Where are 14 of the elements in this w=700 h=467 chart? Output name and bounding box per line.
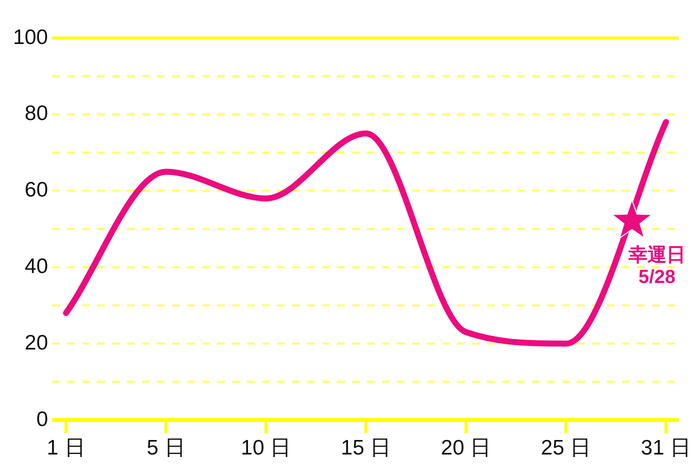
y-tick-label: 100 <box>12 26 48 49</box>
y-tick-label: 80 <box>24 102 48 126</box>
x-tick-label: 25 日 <box>540 436 592 460</box>
x-tick-label: 31 日 <box>640 436 692 460</box>
x-tick-label: 10 日 <box>240 436 292 460</box>
y-tick-label: 0 <box>36 408 48 431</box>
annotation: 幸運日 5/28 <box>628 244 686 288</box>
x-tick-label: 15 日 <box>340 436 392 460</box>
y-tick-label: 60 <box>24 178 48 202</box>
y-tick-label: 40 <box>24 254 48 278</box>
y-tick-label: 20 <box>24 331 48 354</box>
x-tick-label: 5 日 <box>146 436 186 460</box>
x-tick-label: 20 日 <box>440 436 492 460</box>
x-tick-label: 1 日 <box>46 436 86 460</box>
